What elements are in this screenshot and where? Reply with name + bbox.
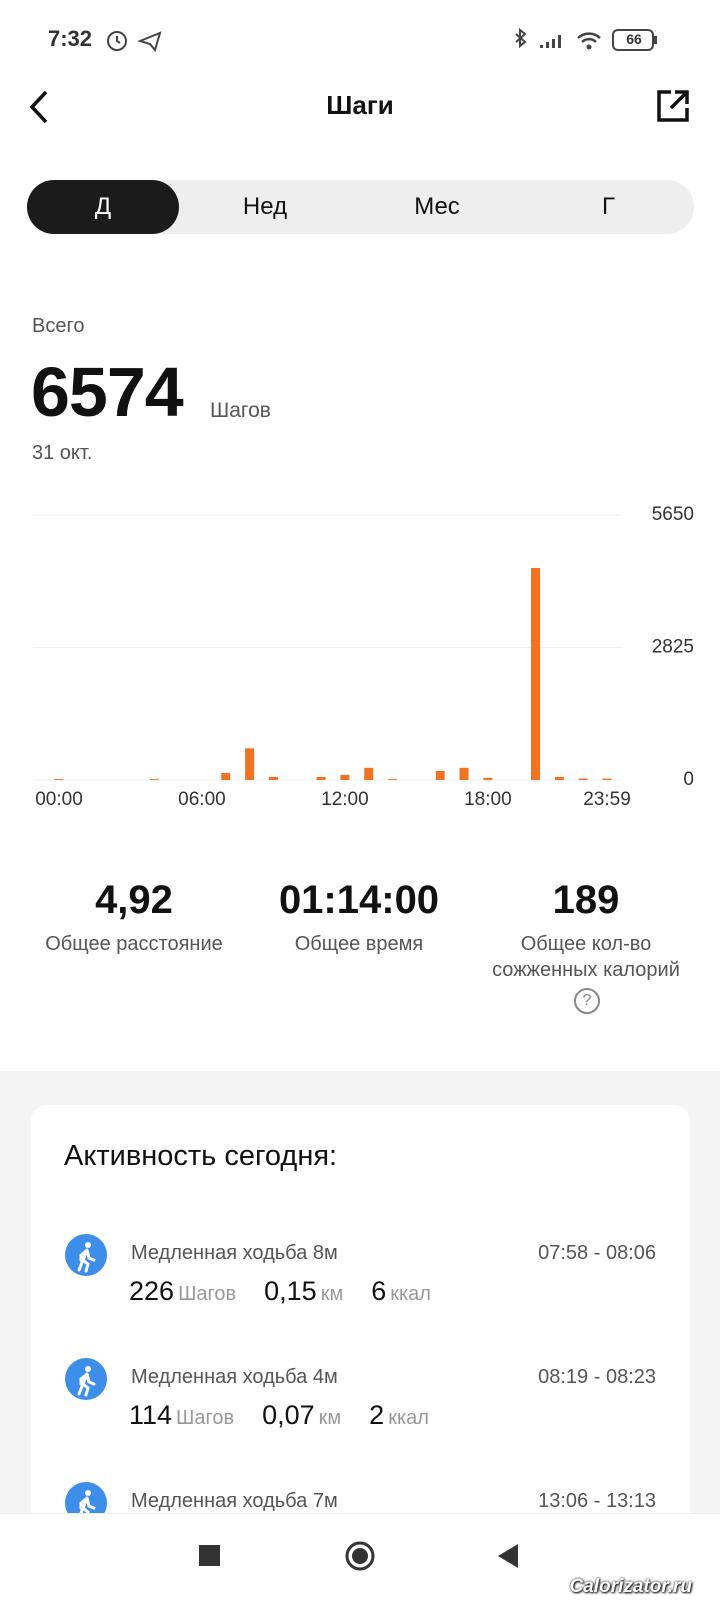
total-date: 31 окт. (32, 442, 93, 464)
home-dot (352, 1548, 368, 1564)
y-tick-label: 2825 (652, 637, 694, 658)
activity-name: Медленная ходьба 7м (131, 1490, 338, 1512)
stat-value: 189 (552, 878, 620, 922)
bar (316, 776, 326, 780)
metric-value: 114 (129, 1400, 173, 1430)
activity-card (31, 1105, 690, 1565)
bar (531, 568, 541, 780)
activity-name: Медленная ходьба 4м (131, 1366, 338, 1388)
stat-value: 4,92 (95, 878, 173, 922)
stat: 01:14:00 Общее время (239, 878, 479, 957)
bar (149, 779, 159, 780)
x-tick-label: 18:00 (464, 789, 512, 810)
bar (245, 748, 255, 780)
x-tick-label: 12:00 (321, 789, 369, 810)
bar (435, 770, 445, 780)
total-value: 6574 (31, 353, 184, 431)
bar (54, 779, 64, 780)
metric-value: 0,15 (264, 1276, 317, 1306)
share-button[interactable] (655, 88, 691, 124)
activity-item[interactable]: Медленная ходьба 4м 08:19 - 08:23 114 Шагов… (31, 1358, 690, 1488)
period-tab[interactable]: Д (27, 180, 179, 234)
period-tab[interactable]: Мес (414, 193, 460, 220)
period-tab[interactable]: Нед (242, 193, 288, 220)
metric-unit: Шагов (176, 1407, 235, 1429)
watermark: Calorizator.ru (569, 1576, 692, 1597)
stat: 4,92 Общее расстояние (14, 878, 254, 957)
bar (459, 767, 469, 780)
metric-value: 0,07 (262, 1400, 315, 1430)
bar (602, 778, 612, 780)
period-tab[interactable]: Г (602, 193, 615, 220)
help-icon[interactable]: ? (574, 988, 600, 1014)
activity-time: 07:58 - 08:06 (538, 1242, 656, 1264)
y-tick-label: 0 (683, 769, 694, 790)
walk-icon (65, 1234, 107, 1276)
activity-time: 13:06 - 13:13 (538, 1490, 656, 1512)
bar (340, 774, 350, 780)
metric-unit: ккал (390, 1283, 431, 1305)
metric-unit: км (318, 1407, 342, 1429)
page-title: Шаги (326, 90, 394, 120)
total-label: Всего (32, 315, 85, 337)
steps-chart: 0 2825 5650 00:00 06:00 12:00 18:00 23:59 (33, 504, 694, 810)
bar (221, 772, 231, 780)
status-icons-right (515, 27, 657, 51)
bar (364, 767, 374, 780)
y-tick-label: 5650 (652, 504, 694, 525)
stat-label: Общее время (294, 933, 424, 955)
nav-buttons (199, 1541, 518, 1571)
battery-level: 66 (626, 31, 642, 47)
metric-value: 2 (369, 1400, 385, 1430)
activity-time: 08:19 - 08:23 (538, 1366, 656, 1388)
stat-value: 01:14:00 (278, 878, 440, 922)
walk-icon (65, 1358, 107, 1400)
back-nav-button[interactable] (498, 1544, 518, 1568)
home-button[interactable] (345, 1541, 375, 1571)
x-tick-label: 06:00 (178, 789, 226, 810)
x-tick-label: 23:59 (583, 789, 631, 810)
activity-item[interactable]: Медленная ходьба 8м 07:58 - 08:06 226 Шагов… (31, 1234, 690, 1364)
metric-value: 226 (129, 1276, 175, 1306)
metric-unit: км (320, 1283, 344, 1305)
status-time: 7:32 (48, 26, 93, 51)
status-icons-left (107, 31, 162, 53)
total-unit: Шагов (210, 399, 271, 422)
activity-metrics: 226 Шагов 0,15 км 6 ккал (129, 1276, 459, 1307)
stat-label: Общее расстояние (45, 933, 223, 955)
nav-bar (0, 1513, 720, 1601)
activity-title: Активность сегодня: (64, 1140, 338, 1172)
back-button[interactable] (24, 88, 56, 126)
activity-name: Медленная ходьба 8м (131, 1242, 338, 1264)
stat-label: Общее кол-во сожженных калорий (492, 933, 680, 981)
bar (578, 778, 588, 780)
metric-unit: ккал (388, 1407, 429, 1429)
bar (554, 776, 564, 780)
x-tick-label: 00:00 (35, 789, 83, 810)
metric-value: 6 (371, 1276, 387, 1306)
period-tabs: Д Нед Мес Г (27, 180, 694, 234)
stat: 189 Общее кол-во сожженных калорий (466, 878, 706, 983)
activity-metrics: 114 Шагов 0,07 км 2 ккал (129, 1400, 457, 1431)
bar (268, 776, 278, 780)
metric-unit: Шагов (178, 1283, 237, 1305)
bar (483, 777, 493, 780)
bar (388, 779, 398, 780)
recents-button[interactable] (199, 1545, 220, 1566)
